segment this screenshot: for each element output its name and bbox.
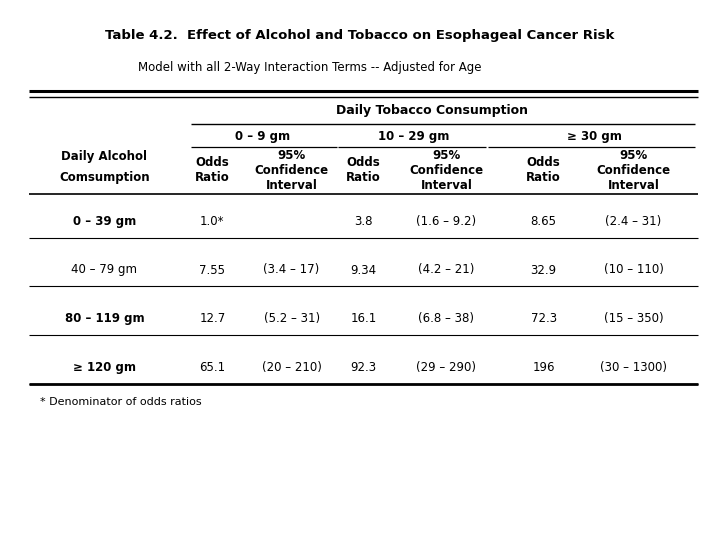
Text: (6.8 – 38): (6.8 – 38) — [418, 312, 474, 325]
Text: 95%
Confidence
Interval: 95% Confidence Interval — [597, 148, 670, 192]
Text: (2.4 – 31): (2.4 – 31) — [606, 215, 662, 228]
Text: 9.34: 9.34 — [351, 264, 377, 276]
Text: 32.9: 32.9 — [531, 264, 557, 276]
Text: (1.6 – 9.2): (1.6 – 9.2) — [416, 215, 477, 228]
Text: 95%
Confidence
Interval: 95% Confidence Interval — [410, 148, 483, 192]
Text: Table 4.2.  Effect of Alcohol and Tobacco on Esophageal Cancer Risk: Table 4.2. Effect of Alcohol and Tobacco… — [105, 29, 615, 42]
Text: (4.2 – 21): (4.2 – 21) — [418, 264, 474, 276]
Text: (10 – 110): (10 – 110) — [603, 264, 664, 276]
Text: 80 – 119 gm: 80 – 119 gm — [65, 312, 144, 325]
Text: (5.2 – 31): (5.2 – 31) — [264, 312, 320, 325]
Text: Daily Tobacco Consumption: Daily Tobacco Consumption — [336, 104, 528, 117]
Text: Model with all 2-Way Interaction Terms -- Adjusted for Age: Model with all 2-Way Interaction Terms -… — [138, 61, 482, 74]
Text: 3.8: 3.8 — [354, 215, 373, 228]
Text: ≥ 120 gm: ≥ 120 gm — [73, 361, 136, 374]
Text: 7.55: 7.55 — [199, 264, 225, 276]
Text: 72.3: 72.3 — [531, 312, 557, 325]
Text: 16.1: 16.1 — [351, 312, 377, 325]
Text: Odds
Ratio: Odds Ratio — [195, 156, 230, 184]
Text: (29 – 290): (29 – 290) — [416, 361, 477, 374]
Text: (15 – 350): (15 – 350) — [604, 312, 663, 325]
Text: (3.4 – 17): (3.4 – 17) — [264, 264, 320, 276]
Text: Comsumption: Comsumption — [59, 171, 150, 184]
Text: 40 – 79 gm: 40 – 79 gm — [71, 264, 138, 276]
Text: 65.1: 65.1 — [199, 361, 225, 374]
Text: 8.65: 8.65 — [531, 215, 557, 228]
Text: 196: 196 — [532, 361, 555, 374]
Text: 0 – 9 gm: 0 – 9 gm — [235, 130, 290, 143]
Text: (30 – 1300): (30 – 1300) — [600, 361, 667, 374]
Text: * Denominator of odds ratios: * Denominator of odds ratios — [40, 397, 201, 407]
Text: Odds
Ratio: Odds Ratio — [346, 156, 381, 184]
Text: Odds
Ratio: Odds Ratio — [526, 156, 561, 184]
Text: 10 – 29 gm: 10 – 29 gm — [378, 130, 450, 143]
Text: (20 – 210): (20 – 210) — [261, 361, 322, 374]
Text: 95%
Confidence
Interval: 95% Confidence Interval — [255, 148, 328, 192]
Text: 1.0*: 1.0* — [200, 215, 225, 228]
Text: ≥ 30 gm: ≥ 30 gm — [567, 130, 621, 143]
Text: 12.7: 12.7 — [199, 312, 225, 325]
Text: Daily Alcohol: Daily Alcohol — [61, 150, 148, 163]
Text: 92.3: 92.3 — [351, 361, 377, 374]
Text: 0 – 39 gm: 0 – 39 gm — [73, 215, 136, 228]
